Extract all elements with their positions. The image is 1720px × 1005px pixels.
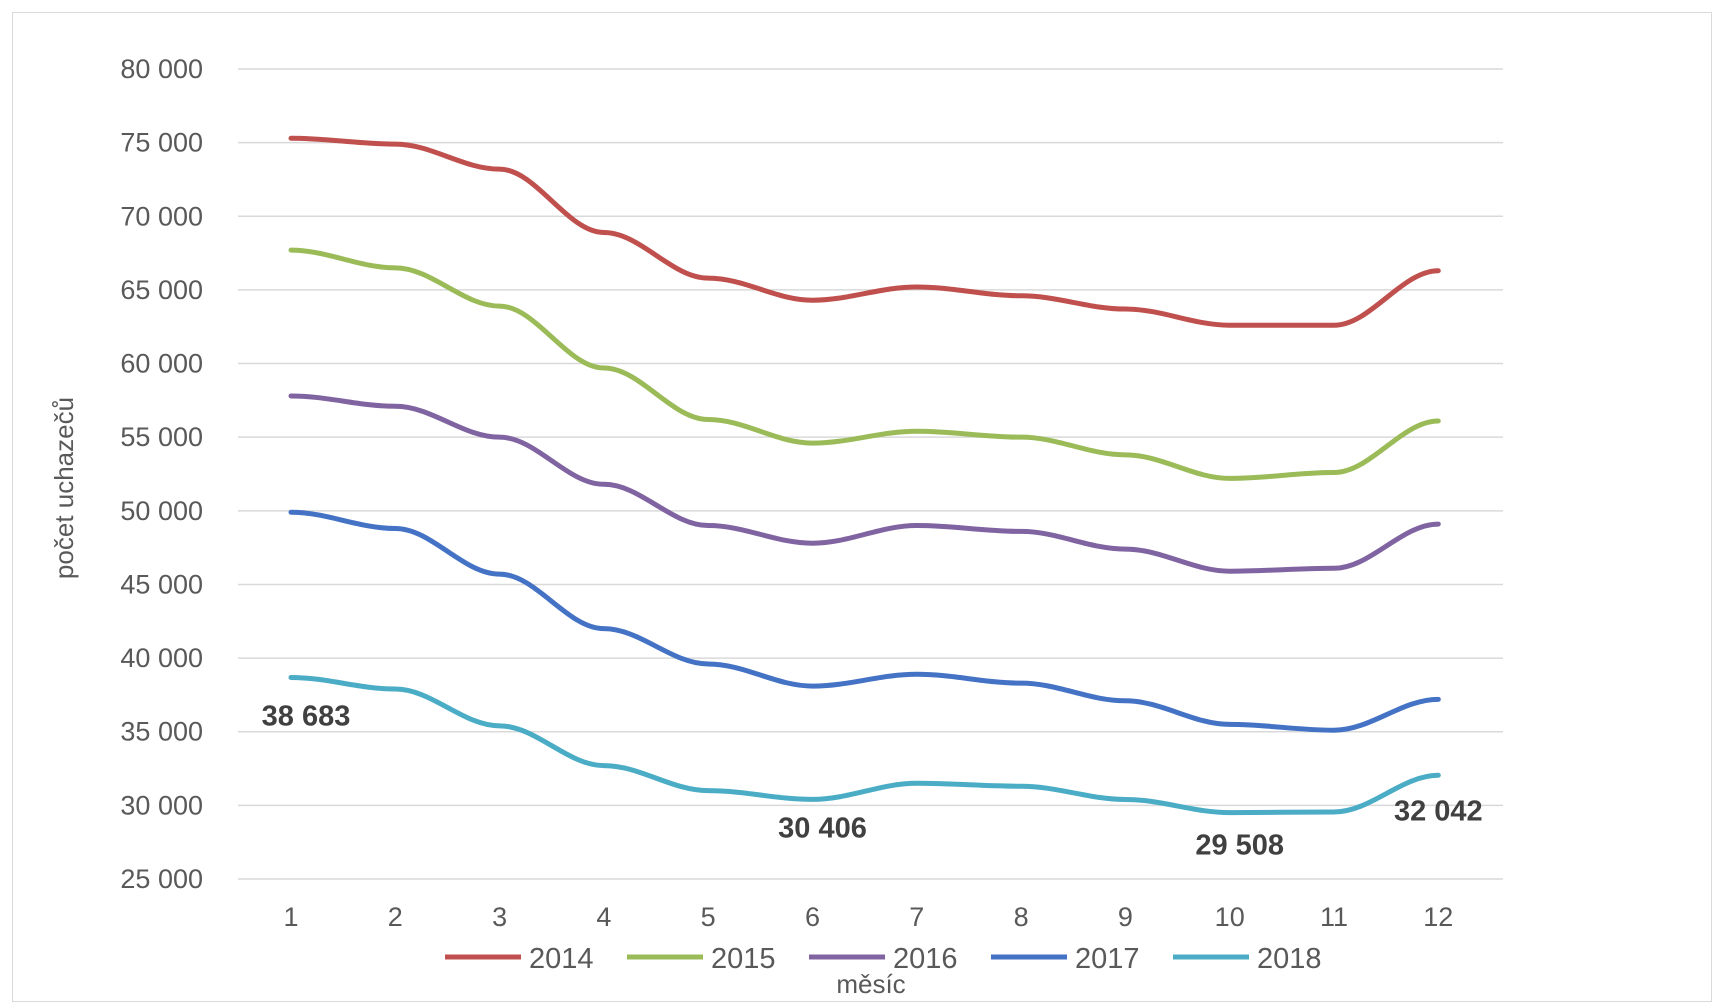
legend-item-2016: 2016	[809, 943, 958, 975]
y-tick-label: 40 000	[120, 643, 203, 673]
y-tick-label: 70 000	[120, 201, 203, 231]
y-tick-label: 35 000	[120, 717, 203, 747]
x-tick-label: 10	[1215, 902, 1245, 932]
legend-item-2015: 2015	[627, 943, 776, 975]
y-tick-label: 75 000	[120, 128, 203, 158]
legend-item-2017: 2017	[991, 943, 1140, 975]
y-axis-label: počet uchazečů	[49, 397, 79, 579]
series-line-2018	[288, 674, 1441, 816]
data-label: 32 042	[1394, 795, 1483, 827]
legend-item-2018: 2018	[1173, 943, 1322, 975]
chart-frame: 25 000 30 000 35 000 40 000 45 000 50 000 55 0…	[12, 12, 1712, 1002]
legend-label: 2014	[529, 943, 594, 975]
x-tick-label: 8	[1014, 902, 1029, 932]
x-tick-label: 2	[388, 902, 403, 932]
x-axis-label: měsíc	[836, 969, 905, 999]
x-tick-label: 9	[1118, 902, 1133, 932]
y-tick-label: 65 000	[120, 275, 203, 305]
series-lines	[288, 135, 1441, 816]
series-line-2017	[288, 509, 1441, 733]
y-tick-label: 80 000	[120, 54, 203, 84]
series-line-2016	[288, 393, 1441, 574]
x-tick-label: 12	[1423, 902, 1453, 932]
x-tick-label: 5	[701, 902, 716, 932]
x-tick-label: 3	[492, 902, 507, 932]
legend-item-2014: 2014	[445, 943, 594, 975]
x-tick-label: 1	[283, 902, 298, 932]
x-tick-label: 7	[909, 902, 924, 932]
y-tick-label: 60 000	[120, 349, 203, 379]
x-tick-label: 11	[1320, 902, 1348, 932]
y-tick-label: 45 000	[120, 569, 203, 599]
legend: 2014 2015 2016 2017 2018	[445, 943, 1322, 975]
data-label: 38 683	[262, 700, 351, 732]
series-line-2014	[288, 135, 1441, 328]
x-tick-label: 6	[805, 902, 820, 932]
y-tick-label: 55 000	[120, 422, 203, 452]
data-label: 30 406	[778, 812, 867, 844]
y-axis-ticks: 25 000 30 000 35 000 40 000 45 000 50 000 55 0…	[120, 54, 203, 894]
data-labels: 38 683 30 406 29 508 32 042	[262, 700, 1483, 861]
gridlines	[238, 68, 1503, 880]
y-tick-label: 30 000	[120, 790, 203, 820]
legend-label: 2017	[1075, 943, 1140, 975]
legend-label: 2015	[711, 943, 776, 975]
y-tick-label: 50 000	[120, 496, 203, 526]
legend-label: 2018	[1257, 943, 1322, 975]
data-label: 29 508	[1195, 830, 1284, 862]
x-axis-ticks: 1 2 3 4 5 6 7 8 9 10 11 12	[283, 902, 1453, 932]
x-tick-label: 4	[596, 902, 611, 932]
line-chart: 25 000 30 000 35 000 40 000 45 000 50 000 55 0…	[49, 54, 1503, 999]
legend-label: 2016	[893, 943, 958, 975]
series-line-2015	[288, 247, 1441, 481]
y-tick-label: 25 000	[120, 864, 203, 894]
